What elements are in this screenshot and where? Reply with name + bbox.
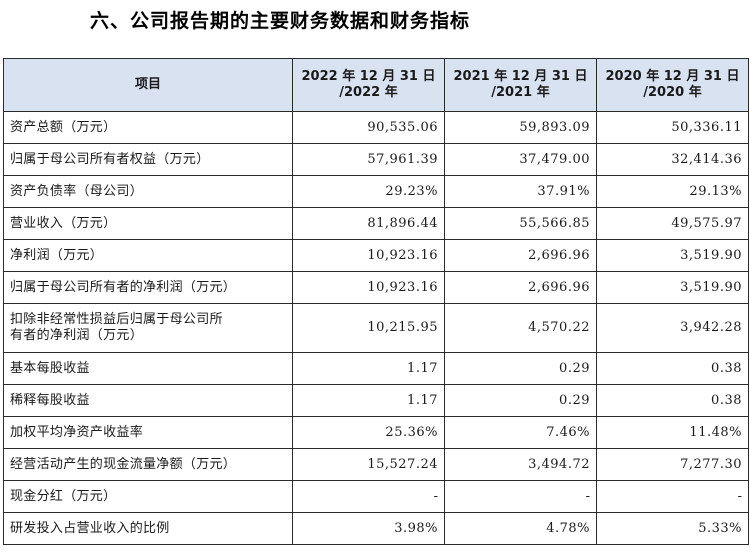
header-2020-date: 2020 年 12 月 31 日 — [605, 69, 740, 84]
cell-2021: 7.46% — [444, 416, 597, 449]
cell-2022: 1.17 — [292, 352, 445, 385]
header-2021: 2021 年 12 月 31 日 /2021 年 — [444, 58, 597, 112]
cell-2022: 29.23% — [292, 175, 445, 208]
table-row: 归属于母公司所有者的净利润（万元） 10,923.16 2,696.96 3,5… — [3, 271, 749, 304]
cell-2020: 3,942.28 — [596, 303, 749, 353]
table-row: 归属于母公司所有者权益（万元） 57,961.39 37,479.00 32,4… — [3, 143, 749, 176]
cell-2022: 25.36% — [292, 416, 445, 449]
header-2021-date: 2021 年 12 月 31 日 — [453, 69, 588, 84]
table-row: 基本每股收益 1.17 0.29 0.38 — [3, 352, 749, 385]
row-label: 归属于母公司所有者权益（万元） — [3, 143, 293, 176]
row-label: 基本每股收益 — [3, 352, 293, 385]
cell-2022: 1.17 — [292, 384, 445, 417]
cell-2020: 49,575.97 — [596, 207, 749, 240]
table-row: 扣除非经常性损益后归属于母公司所 有者的净利润（万元） 10,215.95 4,… — [3, 303, 749, 353]
table-row: 资产负债率（母公司） 29.23% 37.91% 29.13% — [3, 175, 749, 208]
table-row: 现金分红（万元） - - - — [3, 480, 749, 513]
document-title: 六、公司报告期的主要财务数据和财务指标 — [90, 10, 471, 32]
row-label-line1: 扣除非经常性损益后归属于母公司所 — [10, 312, 223, 327]
row-label: 稀释每股收益 — [3, 384, 293, 417]
cell-2021: 59,893.09 — [444, 111, 597, 144]
row-label: 资产负债率（母公司） — [3, 175, 293, 208]
cell-2020: - — [596, 480, 749, 513]
row-label: 扣除非经常性损益后归属于母公司所 有者的净利润（万元） — [3, 303, 293, 353]
cell-2022: 10,923.16 — [292, 271, 445, 304]
cell-2020: 0.38 — [596, 352, 749, 385]
cell-2020: 50,336.11 — [596, 111, 749, 144]
cell-2021: 0.29 — [444, 352, 597, 385]
cell-2022: 10,215.95 — [292, 303, 445, 353]
table-row: 净利润（万元） 10,923.16 2,696.96 3,519.90 — [3, 239, 749, 272]
row-label: 净利润（万元） — [3, 239, 293, 272]
table-row: 稀释每股收益 1.17 0.29 0.38 — [3, 384, 749, 417]
cell-2022: 81,896.44 — [292, 207, 445, 240]
cell-2021: 4.78% — [444, 512, 597, 545]
financial-data-table: 项目 2022 年 12 月 31 日 /2022 年 2021 年 12 月 … — [3, 58, 749, 545]
cell-2022: 3.98% — [292, 512, 445, 545]
cell-2021: 55,566.85 — [444, 207, 597, 240]
cell-2020: 0.38 — [596, 384, 749, 417]
cell-2020: 3,519.90 — [596, 239, 749, 272]
cell-2021: 0.29 — [444, 384, 597, 417]
header-2020: 2020 年 12 月 31 日 /2020 年 — [596, 58, 749, 112]
cell-2021: 37,479.00 — [444, 143, 597, 176]
row-label: 加权平均净资产收益率 — [3, 416, 293, 449]
row-label: 营业收入（万元） — [3, 207, 293, 240]
row-label: 现金分红（万元） — [3, 480, 293, 513]
cell-2020: 3,519.90 — [596, 271, 749, 304]
header-2022-date: 2022 年 12 月 31 日 — [301, 69, 436, 84]
cell-2022: 57,961.39 — [292, 143, 445, 176]
cell-2022: 15,527.24 — [292, 448, 445, 481]
cell-2021: 2,696.96 — [444, 271, 597, 304]
cell-2021: 2,696.96 — [444, 239, 597, 272]
row-label: 归属于母公司所有者的净利润（万元） — [3, 271, 293, 304]
table-row: 加权平均净资产收益率 25.36% 7.46% 11.48% — [3, 416, 749, 449]
cell-2021: 4,570.22 — [444, 303, 597, 353]
table-row: 研发投入占营业收入的比例 3.98% 4.78% 5.33% — [3, 512, 749, 545]
cell-2020: 7,277.30 — [596, 448, 749, 481]
header-2022-year: /2022 年 — [339, 85, 398, 100]
header-2021-year: /2021 年 — [491, 85, 550, 100]
table-header-row: 项目 2022 年 12 月 31 日 /2022 年 2021 年 12 月 … — [3, 58, 749, 112]
header-item: 项目 — [3, 58, 293, 112]
row-label-line2: 有者的净利润（万元） — [10, 328, 144, 343]
header-2020-year: /2020 年 — [643, 85, 702, 100]
cell-2021: 3,494.72 — [444, 448, 597, 481]
cell-2020: 32,414.36 — [596, 143, 749, 176]
cell-2020: 5.33% — [596, 512, 749, 545]
cell-2022: 90,535.06 — [292, 111, 445, 144]
cell-2021: 37.91% — [444, 175, 597, 208]
cell-2022: - — [292, 480, 445, 513]
cell-2021: - — [444, 480, 597, 513]
cell-2020: 11.48% — [596, 416, 749, 449]
cell-2022: 10,923.16 — [292, 239, 445, 272]
table-row: 资产总额（万元） 90,535.06 59,893.09 50,336.11 — [3, 111, 749, 144]
row-label: 经营活动产生的现金流量净额（万元） — [3, 448, 293, 481]
row-label: 研发投入占营业收入的比例 — [3, 512, 293, 545]
header-2022: 2022 年 12 月 31 日 /2022 年 — [292, 58, 445, 112]
table-row: 经营活动产生的现金流量净额（万元） 15,527.24 3,494.72 7,2… — [3, 448, 749, 481]
row-label: 资产总额（万元） — [3, 111, 293, 144]
table-row: 营业收入（万元） 81,896.44 55,566.85 49,575.97 — [3, 207, 749, 240]
cell-2020: 29.13% — [596, 175, 749, 208]
